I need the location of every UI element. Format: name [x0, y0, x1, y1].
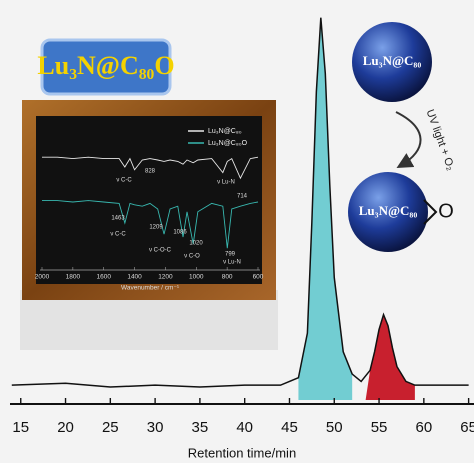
x-tick-label: 25	[102, 419, 119, 436]
molecule-label: Lu₃N@C₈₀	[359, 203, 418, 218]
x-tick-label: 35	[192, 419, 209, 436]
x-tick-label: 1600	[96, 274, 111, 281]
x-axis-label: Retention time/min	[188, 445, 296, 460]
x-tick-label: 600	[253, 274, 264, 281]
annotation: ν C-C	[116, 178, 132, 184]
molecule-label: Lu₃N@C₈₀	[363, 53, 422, 68]
annotation: 714	[237, 194, 248, 200]
x-tick-label: 30	[147, 419, 164, 436]
x-tick-label: 50	[326, 419, 343, 436]
annotation: 799	[225, 252, 236, 258]
annotation: ν Lu-N	[217, 180, 235, 186]
legend-label: Lu₃N@C₈₀	[208, 128, 242, 135]
x-tick-label: 60	[415, 419, 432, 436]
annotation: 1463	[111, 216, 125, 222]
title-text: Lu₃N@C₈₀O	[37, 51, 174, 80]
annotation: ν Lu-N	[223, 260, 241, 266]
x-tick-label: 40	[236, 419, 253, 436]
x-tick-label: 15	[12, 419, 29, 436]
annotation: ν C-O	[184, 254, 200, 260]
annotation: ν C-O-C	[149, 248, 172, 254]
annotation: ν C-C	[110, 232, 126, 238]
legend-label: Lu₃N@C₈₀O	[208, 140, 248, 147]
x-tick-label: 65	[460, 419, 474, 436]
x-axis-label: Wavenumber / cm⁻¹	[121, 285, 180, 292]
x-tick-label: 20	[57, 419, 74, 436]
annotation: 828	[145, 169, 156, 175]
x-tick-label: 1400	[127, 274, 142, 281]
x-tick-label: 1200	[158, 274, 173, 281]
annotation: 1086	[173, 230, 187, 236]
annotation: 1020	[189, 241, 203, 247]
x-tick-label: 1000	[189, 274, 204, 281]
x-tick-label: 55	[371, 419, 388, 436]
x-tick-label: 1800	[66, 274, 81, 281]
figure: Lu₃N@C₈₀O Lu₃N@C₈₀Lu₃N@C₈₀O2000180016001…	[0, 0, 474, 463]
x-tick-label: 2000	[35, 274, 50, 281]
annotation: 1209	[149, 225, 163, 231]
x-tick-label: 45	[281, 419, 298, 436]
oxygen-label: O	[438, 200, 454, 222]
x-tick-label: 800	[222, 274, 233, 281]
